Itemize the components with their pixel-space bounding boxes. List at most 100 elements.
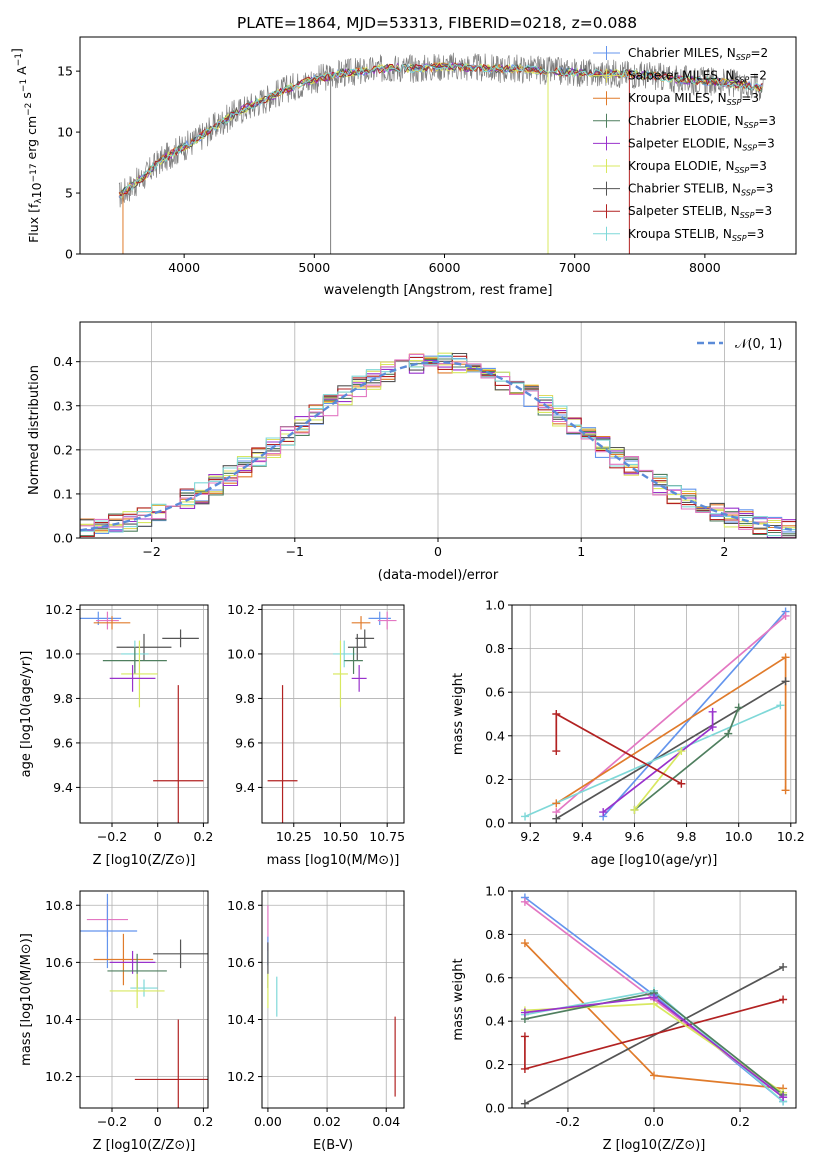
errorbar-point <box>80 893 138 969</box>
y-tick-label: 5 <box>65 186 73 201</box>
x-axis-label: Z [log10(Z/Z⊙)] <box>603 1138 706 1153</box>
x-tick-label: 0.02 <box>313 1114 341 1129</box>
x-tick-label: 9.6 <box>625 829 645 844</box>
y-tick-label: 0.2 <box>485 772 505 787</box>
series-marker <box>520 939 529 948</box>
series-line <box>555 680 787 820</box>
errorbar-point <box>109 665 156 692</box>
mass-vs-metallicity-chart: −0.2 0 0.2 10.2 10.4 10.6 10.8 Z [log10(Z/Z⊙)] m… <box>19 890 213 1153</box>
y-tick-label: 10.4 <box>45 1012 73 1027</box>
errorbar-point <box>333 640 348 708</box>
plot-frame <box>79 890 209 1109</box>
y-tick-label: 0.8 <box>485 927 505 942</box>
x-tick-label: 10.25 <box>276 829 312 844</box>
series-marker <box>781 611 790 620</box>
x-axis-label: Z [log10(Z/Z⊙)] <box>93 1138 196 1153</box>
legend-entry: 𝒩(0, 1) <box>735 337 782 352</box>
series-marker <box>521 812 530 821</box>
errorbar-point <box>355 629 375 648</box>
mass-vs-ebv-chart: 0.00 0.02 0.04 10.2 10.4 10.6 10.8 E(B-V) <box>227 890 405 1153</box>
x-tick-label: −0.2 <box>97 1114 127 1129</box>
errorbar-point <box>109 973 165 1009</box>
x-tick-label: 4000 <box>168 260 200 275</box>
plot-area <box>80 893 208 1108</box>
x-tick-label: −0.2 <box>97 829 127 844</box>
x-tick-label: 9.2 <box>520 829 540 844</box>
series-marker <box>724 729 733 738</box>
x-tick-label: 0.0 <box>644 1114 664 1129</box>
series-marker <box>781 653 790 662</box>
series-marker <box>552 747 561 756</box>
x-tick-label: 9.4 <box>572 829 592 844</box>
plot-frame <box>511 604 797 824</box>
legend-entry: Salpeter MILES, NSSP=2 <box>628 69 767 85</box>
errorbar-point <box>109 950 156 974</box>
y-tick-label: 0 <box>65 247 73 262</box>
plot-background <box>262 891 404 1108</box>
y-axis-label: mass [log10(M/M⊙)] <box>19 933 34 1066</box>
y-tick-label: 0.4 <box>485 1014 505 1029</box>
series-marker <box>520 1032 529 1041</box>
x-tick-label: 10.50 <box>323 829 359 844</box>
y-axis-label: mass weight <box>451 958 466 1040</box>
x-axis-label: mass [log10(M/M⊙)] <box>267 853 400 868</box>
y-tick-label: 9.6 <box>235 735 255 750</box>
series-line <box>524 704 781 818</box>
x-tick-label: 6000 <box>429 260 461 275</box>
errorbar-point <box>116 633 172 661</box>
y-tick-label: 10.6 <box>227 955 255 970</box>
series-marker <box>779 1093 788 1102</box>
x-axis-label: Z [log10(Z/Z⊙)] <box>93 853 196 868</box>
plot-area <box>267 905 396 1097</box>
x-tick-label: 10.0 <box>725 829 753 844</box>
errorbar-point <box>351 665 367 692</box>
series-line <box>602 610 787 818</box>
x-tick-label: −2 <box>142 544 160 559</box>
errorbar-point <box>102 647 167 674</box>
x-tick-label: 0.2 <box>730 1114 750 1129</box>
massweight-vs-age-chart: 9.2 9.4 9.6 9.8 10.0 10.2 0.0 0.2 0.4 0.6 0.8 1.0 ag… <box>451 598 805 869</box>
y-tick-label: 1.0 <box>485 884 505 899</box>
legend-entry: Kroupa ELODIE, NSSP=3 <box>628 159 767 175</box>
plot-frame <box>79 36 797 255</box>
errorbar-point <box>134 1019 208 1108</box>
normal-curve-line <box>80 360 796 532</box>
series-marker <box>734 703 743 712</box>
y-tick-label: 15 <box>57 64 73 79</box>
y-tick-label: 10.2 <box>45 602 73 617</box>
plot-area <box>118 52 764 254</box>
errorbar-point <box>351 616 371 630</box>
legend-entry: Chabrier ELODIE, NSSP=3 <box>628 114 776 130</box>
errorbar-point <box>121 640 158 708</box>
errorbar-point <box>96 611 119 630</box>
legend-entry: Salpeter STELIB, NSSP=3 <box>628 204 772 220</box>
y-tick-label: 0.3 <box>53 398 73 413</box>
y-tick-label: 10.0 <box>45 646 73 661</box>
x-tick-label: 10.2 <box>777 829 805 844</box>
x-axis-label: E(B-V) <box>313 1138 353 1153</box>
model-spectrum-salpeter-stelib <box>118 62 763 197</box>
x-tick-label: 0 <box>434 544 442 559</box>
y-tick-label: 10.2 <box>227 1069 255 1084</box>
plot-frame <box>79 604 209 824</box>
series-marker <box>781 677 790 686</box>
series-marker <box>630 805 639 814</box>
series-marker <box>520 1008 529 1017</box>
series-marker <box>520 1099 529 1108</box>
y-tick-label: 1.0 <box>485 598 505 613</box>
plot-area <box>80 352 796 538</box>
x-tick-label: 0.2 <box>193 1114 213 1129</box>
y-axis-label: mass weight <box>451 673 466 755</box>
y-axis-label: Normed distribution <box>27 365 42 495</box>
x-axis-label: age [log10(age/yr)] <box>591 853 718 868</box>
model-spectrum-chabrier-stelib <box>118 62 763 198</box>
y-tick-label: 0.8 <box>485 641 505 656</box>
plot-background <box>80 891 208 1108</box>
y-tick-label: 0.0 <box>485 816 505 831</box>
plot-frame <box>511 890 797 1109</box>
series-marker <box>677 779 686 788</box>
y-tick-label: 10.2 <box>227 602 255 617</box>
series-line <box>633 750 683 811</box>
errorbar-point <box>153 939 208 969</box>
